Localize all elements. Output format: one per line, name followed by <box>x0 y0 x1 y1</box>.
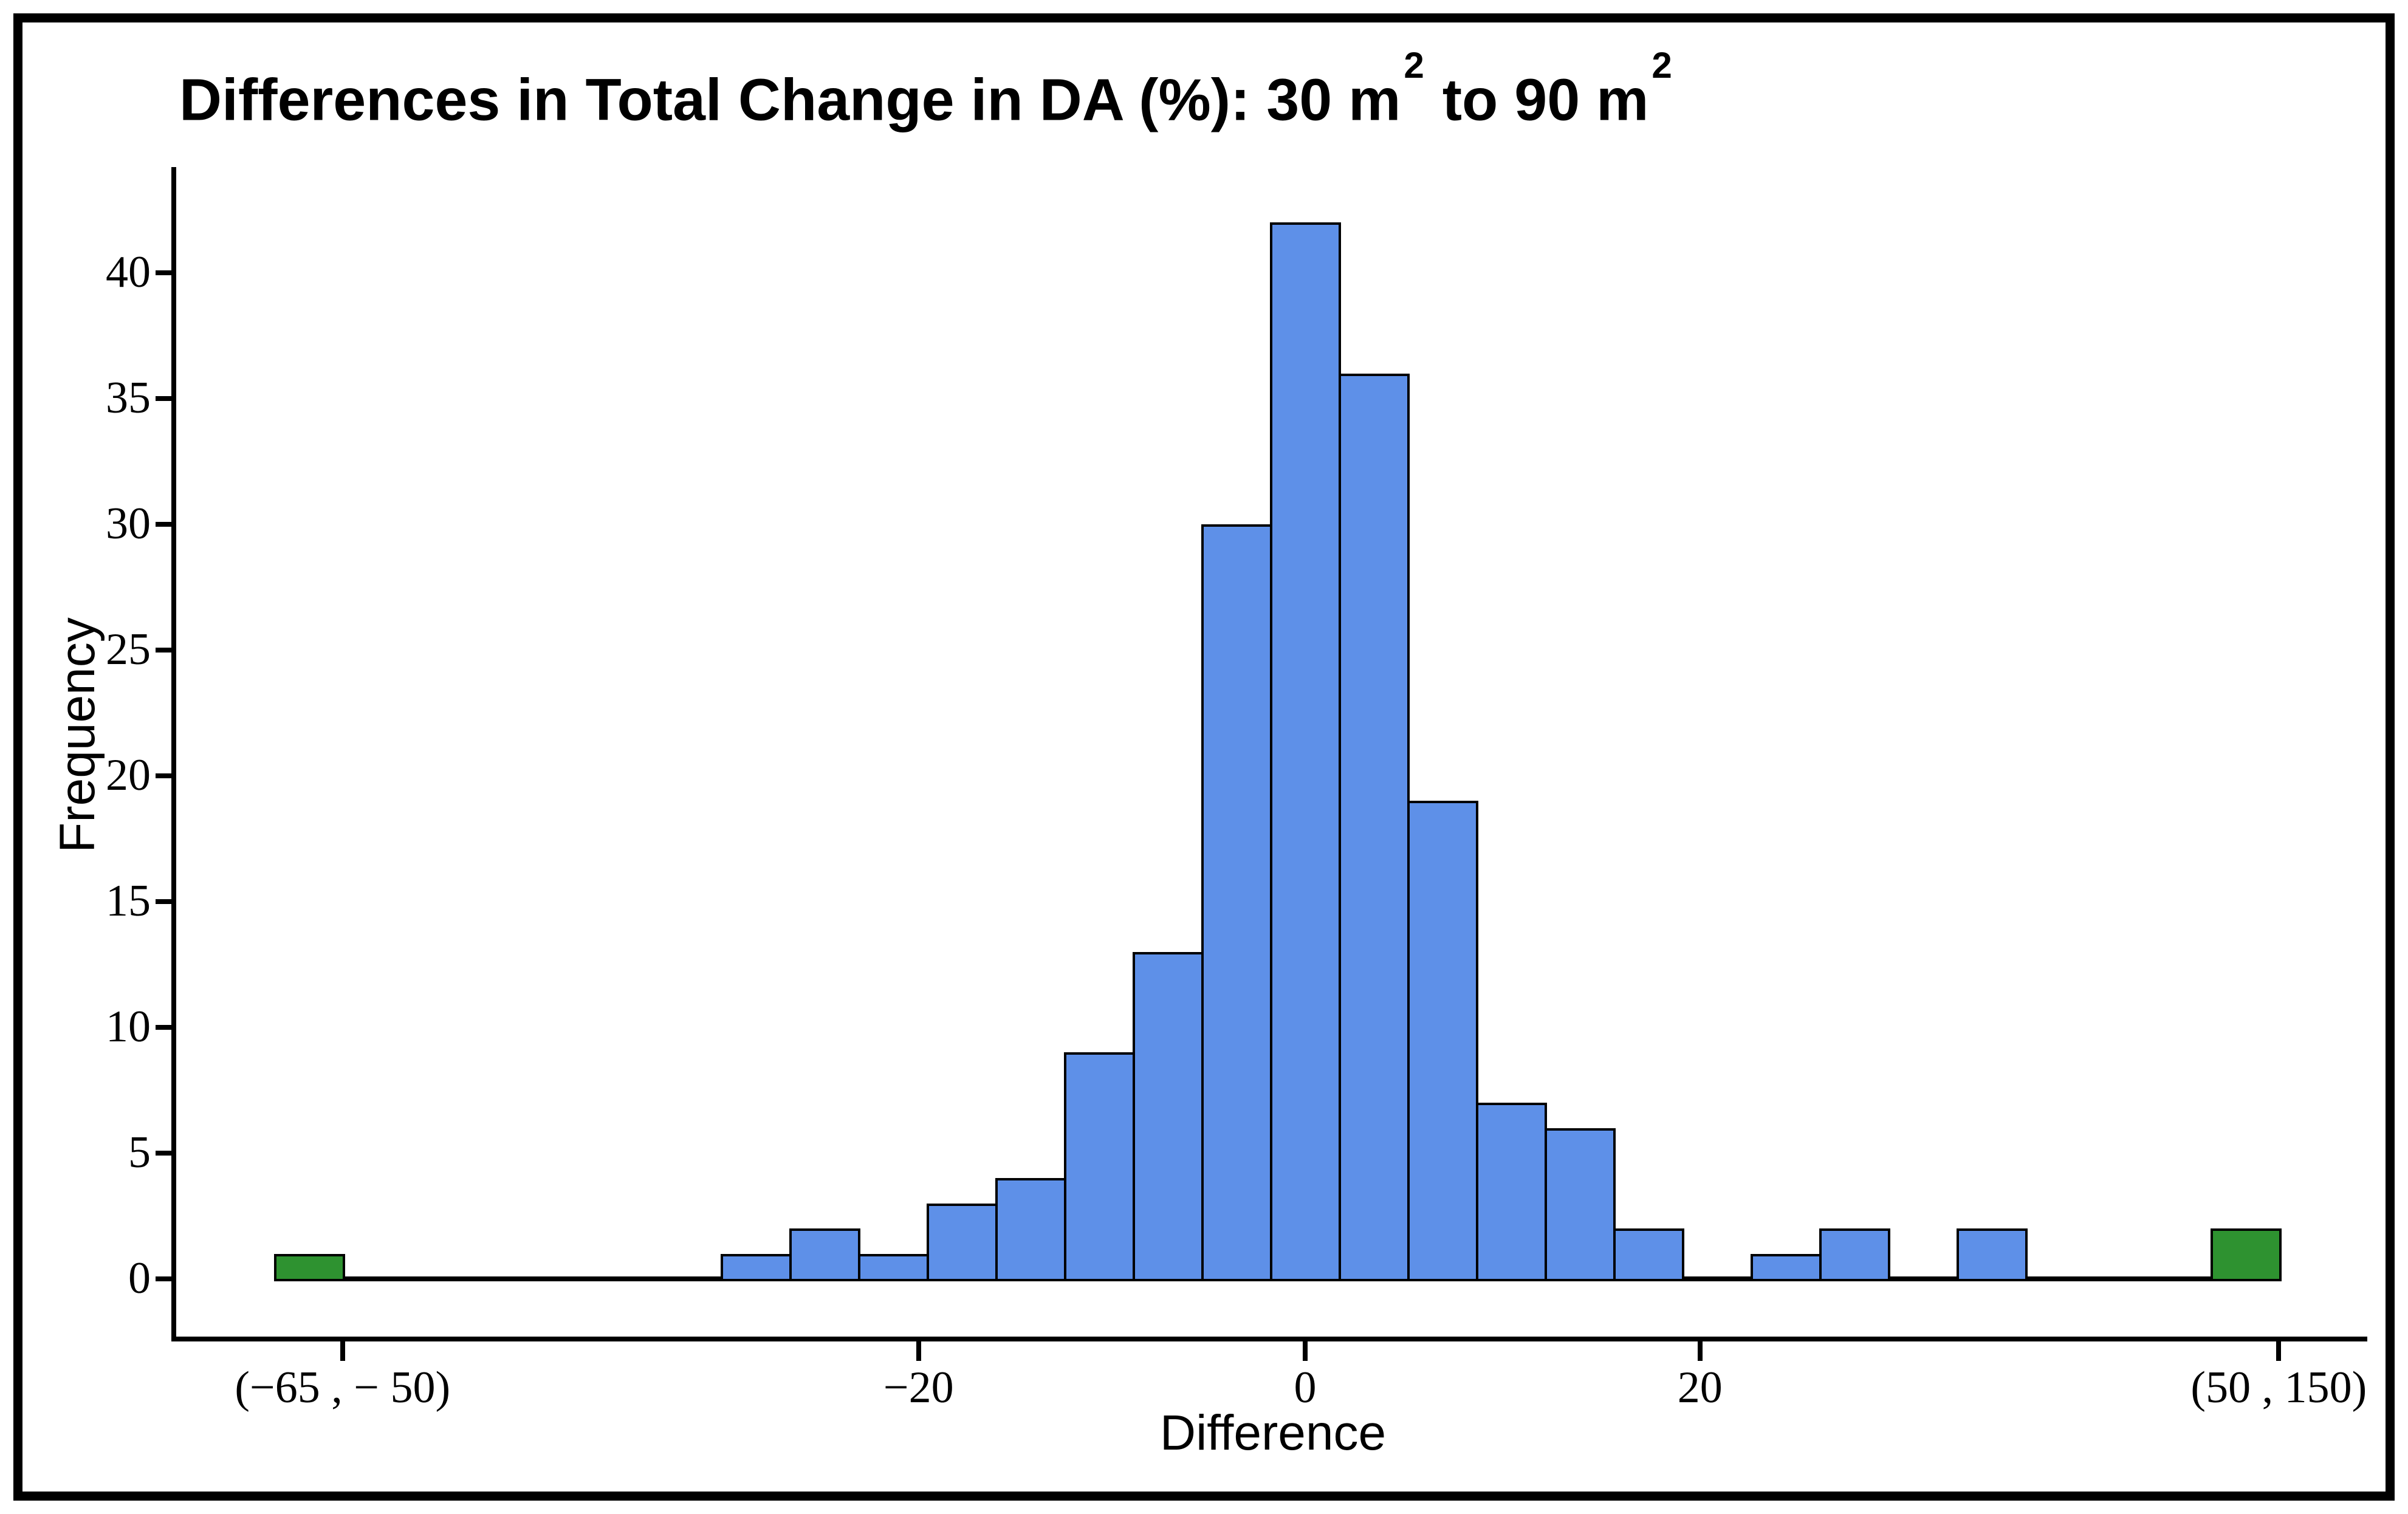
y-tick-label: 20 <box>106 750 151 800</box>
y-tick-mark <box>156 1025 171 1030</box>
x-tick-mark <box>1303 1341 1308 1361</box>
chart-title-text: Differences in Total Change in DA (%): 3… <box>179 66 1401 133</box>
x-tick-mark <box>1697 1341 1703 1361</box>
histogram-bar <box>1338 374 1410 1281</box>
histogram-bar-outlier <box>274 1254 345 1281</box>
y-tick-label: 15 <box>106 876 151 926</box>
y-tick-label: 25 <box>106 625 151 674</box>
histogram-bar <box>1544 1128 1616 1281</box>
histogram-bar <box>995 1178 1066 1281</box>
x-tick-mark <box>2276 1341 2282 1361</box>
histogram-bar <box>1475 1103 1547 1281</box>
histogram-bar <box>926 1204 998 1281</box>
histogram-bar <box>1956 1228 2028 1281</box>
histogram-bar <box>857 1254 929 1281</box>
histogram-bar <box>1613 1228 1684 1281</box>
chart-title-superscript: 2 <box>1404 44 1424 86</box>
x-axis-title: Difference <box>1159 1405 1387 1461</box>
histogram-bar <box>1132 952 1204 1281</box>
y-tick-mark <box>156 648 171 653</box>
x-tick-label: 20 <box>1677 1363 1723 1413</box>
x-tick-label: −20 <box>883 1363 954 1413</box>
histogram-bar <box>1750 1254 1822 1281</box>
y-tick-label: 40 <box>106 247 151 297</box>
x-tick-label: 0 <box>1294 1363 1317 1413</box>
figure-border <box>13 13 2395 1501</box>
histogram-bar <box>789 1228 860 1281</box>
y-tick-label: 5 <box>128 1128 151 1177</box>
chart-title-text-2: to 90 m <box>1425 66 1649 133</box>
x-axis-line <box>171 1337 2367 1341</box>
y-tick-label: 10 <box>106 1002 151 1052</box>
x-tick-label: (−65 , − 50) <box>235 1363 451 1413</box>
histogram-bar <box>1269 222 1341 1281</box>
histogram-bar <box>1819 1228 1890 1281</box>
y-tick-label: 35 <box>106 373 151 423</box>
y-tick-mark <box>156 270 171 275</box>
y-tick-mark <box>156 1276 171 1281</box>
x-tick-mark <box>916 1341 921 1361</box>
y-tick-mark <box>156 899 171 904</box>
x-tick-mark <box>340 1341 345 1361</box>
histogram-bar <box>720 1254 792 1281</box>
histogram-bar <box>1201 524 1272 1281</box>
y-tick-mark <box>156 773 171 778</box>
chart-title-superscript-2: 2 <box>1652 44 1672 86</box>
y-tick-mark <box>156 522 171 527</box>
histogram-bar <box>1407 801 1478 1281</box>
histogram-bar <box>1063 1052 1135 1281</box>
y-tick-mark <box>156 396 171 401</box>
y-axis-line <box>171 167 176 1341</box>
histogram-bar-outlier <box>2210 1228 2282 1281</box>
y-tick-label: 0 <box>128 1253 151 1303</box>
y-tick-mark <box>156 1151 171 1156</box>
chart-title: Differences in Total Change in DA (%): 3… <box>179 46 1674 133</box>
x-tick-label: (50 , 150) <box>2190 1363 2367 1413</box>
y-tick-label: 30 <box>106 499 151 549</box>
